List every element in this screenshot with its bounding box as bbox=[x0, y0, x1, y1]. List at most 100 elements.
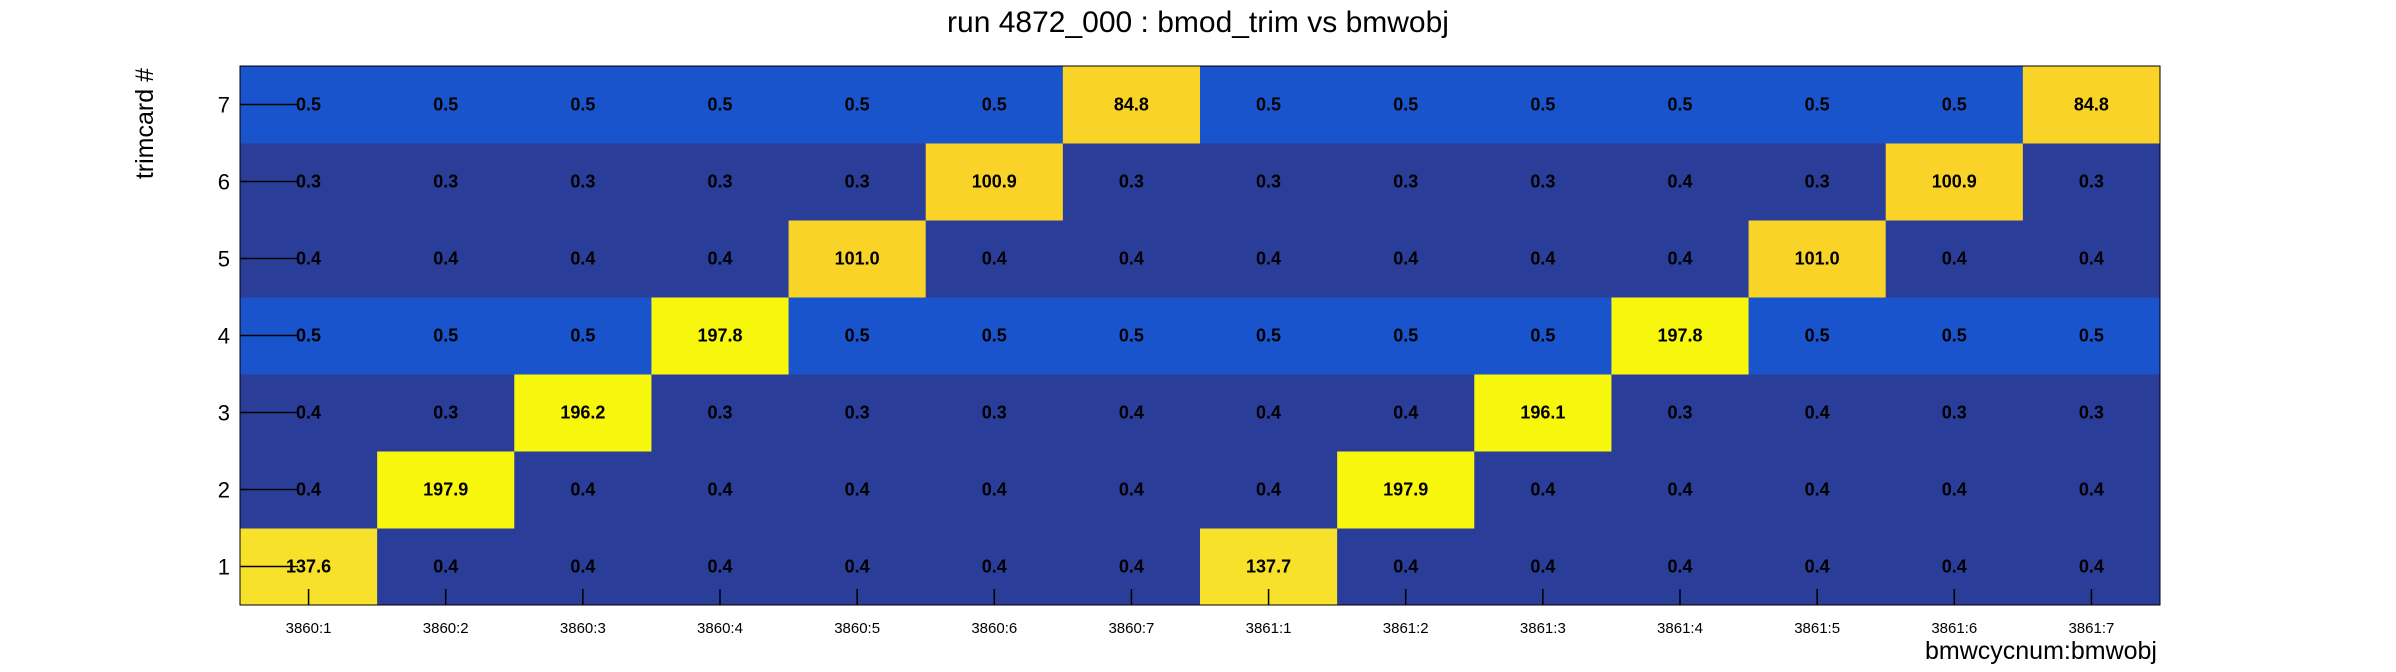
heatmap-cell bbox=[1885, 374, 2024, 452]
cell-value-label: 0.4 bbox=[1256, 403, 1281, 423]
cell-value-label: 0.4 bbox=[1667, 480, 1692, 500]
cell-value-label: 0.3 bbox=[707, 172, 732, 192]
heatmap-cell bbox=[1337, 297, 1475, 375]
heatmap-cell bbox=[514, 220, 652, 298]
x-axis-title: bmwcycnum:bmwobj bbox=[1925, 637, 2157, 665]
heatmap-cell bbox=[651, 297, 790, 375]
cell-value-label: 0.4 bbox=[1530, 557, 1555, 577]
cell-value-label: 100.9 bbox=[972, 172, 1017, 192]
cell-value-label: 0.5 bbox=[707, 95, 732, 115]
cell-value-label: 84.8 bbox=[2074, 95, 2109, 115]
heatmap-cell bbox=[1200, 66, 1338, 144]
heatmap-cell bbox=[1062, 66, 1201, 144]
heatmap-cell bbox=[2022, 451, 2161, 529]
cell-value-label: 0.4 bbox=[1256, 249, 1281, 269]
heatmap-cell bbox=[377, 66, 515, 144]
cell-value-label: 137.6 bbox=[286, 557, 331, 577]
cell-value-label: 0.3 bbox=[433, 172, 458, 192]
heatmap-cell bbox=[1611, 297, 1750, 375]
cell-value-label: 0.3 bbox=[982, 403, 1007, 423]
cell-value-label: 137.7 bbox=[1246, 557, 1291, 577]
cell-value-label: 0.3 bbox=[1256, 172, 1281, 192]
heatmap-cell bbox=[1748, 66, 1887, 144]
cell-value-label: 0.4 bbox=[1393, 403, 1418, 423]
cell-value-label: 0.4 bbox=[296, 249, 321, 269]
heatmap-cell bbox=[1885, 451, 2024, 529]
heatmap-cell bbox=[2022, 374, 2161, 452]
heatmap-cell bbox=[1474, 451, 1612, 529]
x-tick-label: 3860:4 bbox=[697, 620, 743, 637]
heatmap-cell bbox=[788, 297, 927, 375]
heatmap-cell bbox=[1062, 297, 1201, 375]
cell-value-label: 0.4 bbox=[1530, 249, 1555, 269]
heatmap-cell bbox=[1200, 451, 1338, 529]
y-tick-label: 3 bbox=[218, 401, 230, 426]
cell-value-label: 0.4 bbox=[1119, 480, 1144, 500]
cell-value-label: 0.5 bbox=[1530, 95, 1555, 115]
heatmap-cell bbox=[2022, 66, 2161, 144]
chart-title: run 4872_000 : bmod_trim vs bmwobj bbox=[947, 6, 1449, 39]
heatmap-cell bbox=[377, 374, 515, 452]
heatmap-cell bbox=[1337, 220, 1475, 298]
heatmap-cell bbox=[1337, 66, 1475, 144]
x-tick-label: 3860:7 bbox=[1108, 620, 1154, 637]
cell-value-label: 0.5 bbox=[570, 326, 595, 346]
cell-value-label: 0.4 bbox=[2079, 557, 2104, 577]
cell-value-label: 0.4 bbox=[570, 249, 595, 269]
cell-value-label: 197.8 bbox=[697, 326, 742, 346]
x-axis-ticks: 3860:1 3860:2 3860:3 3860:4 3860:5 3860:6 3860… bbox=[286, 589, 2114, 637]
heatmap-cell bbox=[1200, 297, 1338, 375]
cell-value-label: 0.4 bbox=[296, 480, 321, 500]
cell-value-label: 0.5 bbox=[1942, 326, 1967, 346]
heatmap-cell bbox=[788, 374, 927, 452]
cell-value-label: 0.3 bbox=[1667, 403, 1692, 423]
cell-value-label: 0.5 bbox=[296, 95, 321, 115]
cell-value-label: 0.4 bbox=[982, 480, 1007, 500]
heatmap-cell bbox=[1885, 143, 2024, 221]
cell-value-label: 0.5 bbox=[845, 326, 870, 346]
heatmap-cell bbox=[377, 297, 515, 375]
cell-value-label: 0.4 bbox=[296, 403, 321, 423]
heatmap-cell bbox=[1474, 374, 1612, 452]
heatmap-cell bbox=[1611, 374, 1750, 452]
x-tick-label: 3860:5 bbox=[834, 620, 880, 637]
cell-value-label: 0.4 bbox=[1256, 480, 1281, 500]
cell-value-label: 0.4 bbox=[1805, 403, 1830, 423]
cell-value-label: 0.5 bbox=[433, 95, 458, 115]
heatmap-cell bbox=[1200, 143, 1338, 221]
cell-value-label: 0.4 bbox=[1667, 249, 1692, 269]
heatmap-cell bbox=[1474, 297, 1612, 375]
cell-value-label: 0.5 bbox=[1119, 326, 1144, 346]
cell-value-label: 0.4 bbox=[982, 249, 1007, 269]
cell-value-label: 0.3 bbox=[2079, 403, 2104, 423]
cell-value-label: 100.9 bbox=[1932, 172, 1977, 192]
heatmap-cell bbox=[1748, 143, 1887, 221]
cell-value-label: 0.4 bbox=[982, 557, 1007, 577]
cell-value-label: 0.5 bbox=[1393, 95, 1418, 115]
cell-value-label: 0.4 bbox=[707, 557, 732, 577]
cell-value-label: 0.4 bbox=[570, 480, 595, 500]
heatmap-cell bbox=[1748, 297, 1887, 375]
heatmap-cell bbox=[1885, 297, 2024, 375]
x-tick-label: 3860:3 bbox=[560, 620, 606, 637]
heatmap-cell bbox=[514, 143, 652, 221]
y-tick-label: 2 bbox=[218, 478, 230, 503]
x-tick-label: 3861:6 bbox=[1931, 620, 1977, 637]
y-tick-label: 6 bbox=[218, 170, 230, 195]
cell-value-label: 101.0 bbox=[1795, 249, 1840, 269]
cell-value-label: 0.4 bbox=[1119, 249, 1144, 269]
x-tick-label: 3861:4 bbox=[1657, 620, 1703, 637]
cell-value-label: 0.5 bbox=[982, 326, 1007, 346]
heatmap-cell bbox=[925, 143, 1064, 221]
cell-value-label: 0.5 bbox=[570, 95, 595, 115]
heatmap-cell bbox=[1474, 143, 1612, 221]
cell-value-label: 0.4 bbox=[1530, 480, 1555, 500]
cell-value-label: 0.5 bbox=[845, 95, 870, 115]
cell-labels: 137.6 0.4 0.4 0.4 0.4 0.4 0.4 137.7 0.4 0.4 0.4 0.4… bbox=[286, 95, 2109, 577]
heatmap-cell bbox=[1200, 220, 1338, 298]
cell-value-label: 0.5 bbox=[433, 326, 458, 346]
cell-value-label: 0.4 bbox=[707, 480, 732, 500]
heatmap-cell bbox=[1611, 451, 1750, 529]
cell-value-label: 101.0 bbox=[835, 249, 880, 269]
cell-value-label: 196.1 bbox=[1520, 403, 1565, 423]
